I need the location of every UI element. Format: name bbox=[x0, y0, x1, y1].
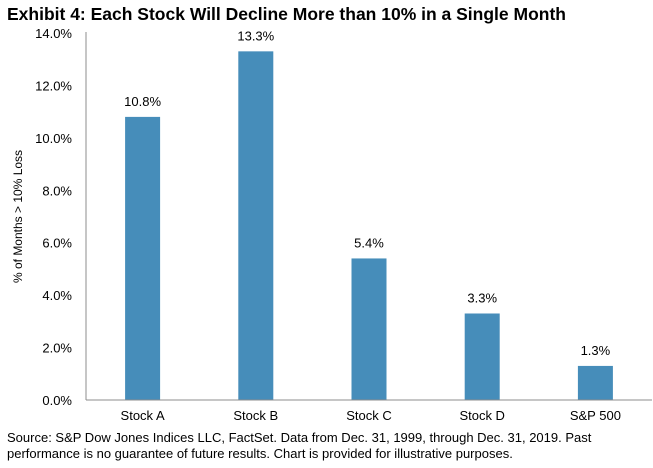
y-tick-label: 8.0% bbox=[42, 183, 72, 198]
y-tick-label: 10.0% bbox=[35, 131, 72, 146]
bar bbox=[351, 258, 387, 400]
data-label: 13.3% bbox=[237, 28, 274, 43]
source-footnote: Source: S&P Dow Jones Indices LLC, FactS… bbox=[7, 430, 592, 461]
x-tick-label: S&P 500 bbox=[570, 408, 621, 423]
data-label: 5.4% bbox=[354, 235, 384, 250]
data-label: 3.3% bbox=[467, 290, 497, 305]
y-tick-label: 4.0% bbox=[42, 288, 72, 303]
y-tick-label: 2.0% bbox=[42, 341, 72, 356]
bar bbox=[464, 313, 500, 400]
x-tick-label: Stock B bbox=[233, 408, 278, 423]
bar bbox=[577, 365, 613, 400]
y-tick-label: 0.0% bbox=[42, 393, 72, 408]
bar bbox=[125, 116, 161, 400]
data-label: 10.8% bbox=[124, 94, 161, 109]
x-tick-label: Stock A bbox=[121, 408, 165, 423]
y-axis-label: % of Months > 10% Loss bbox=[11, 150, 25, 283]
bar bbox=[238, 51, 274, 400]
x-tick-label: Stock C bbox=[346, 408, 392, 423]
x-tick-label: Stock D bbox=[459, 408, 505, 423]
y-tick-label: 14.0% bbox=[35, 26, 72, 41]
data-label: 1.3% bbox=[581, 343, 611, 358]
chart-title: Exhibit 4: Each Stock Will Decline More … bbox=[7, 4, 566, 24]
y-tick-label: 12.0% bbox=[35, 78, 72, 93]
y-tick-label: 6.0% bbox=[42, 236, 72, 251]
